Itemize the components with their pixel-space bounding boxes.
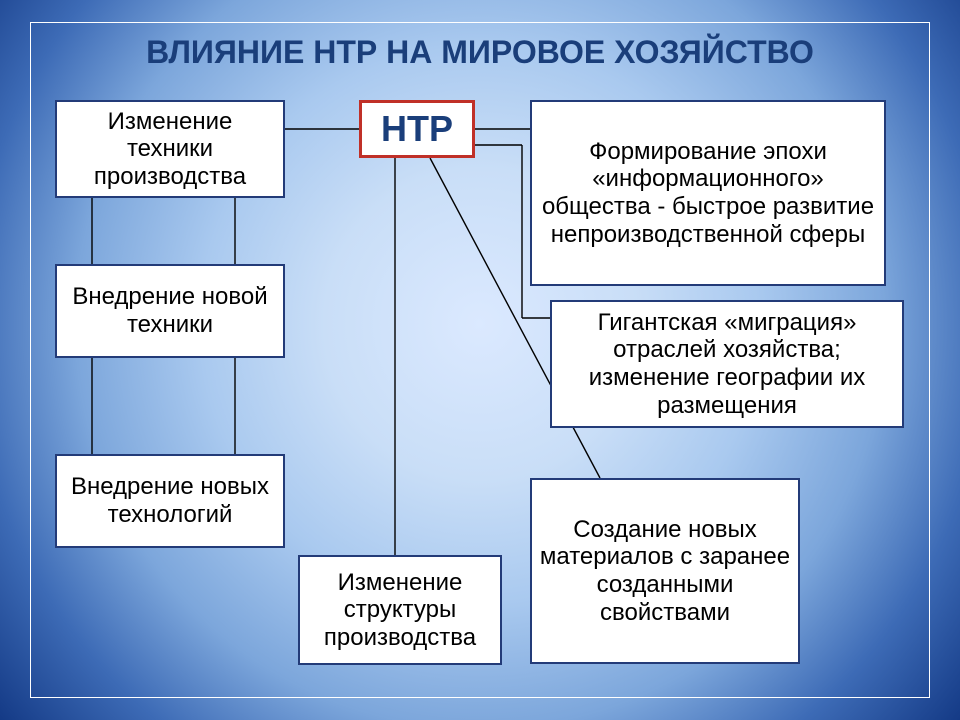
node-migration-label: Гигантская «миграция» отраслей хозяйства… xyxy=(552,305,902,423)
node-ntr-label: НТР xyxy=(375,104,459,153)
node-info-society-label: Формирование эпохи «информационного» общ… xyxy=(532,134,884,252)
node-migration: Гигантская «миграция» отраслей хозяйства… xyxy=(550,300,904,428)
node-change-structure-label: Изменение структуры производства xyxy=(300,565,500,656)
node-new-equipment: Внедрение новой техники xyxy=(55,264,285,358)
node-ntr: НТР xyxy=(359,100,475,158)
node-new-materials-label: Создание новых материалов с заранее созд… xyxy=(532,512,798,630)
node-change-tech: Изменение техники производства xyxy=(55,100,285,198)
node-info-society: Формирование эпохи «информационного» общ… xyxy=(530,100,886,286)
node-new-materials: Создание новых материалов с заранее созд… xyxy=(530,478,800,664)
node-change-structure: Изменение структуры производства xyxy=(298,555,502,665)
slide-title: ВЛИЯНИЕ НТР НА МИРОВОЕ ХОЗЯЙСТВО xyxy=(60,34,900,71)
node-new-technologies: Внедрение новых технологий xyxy=(55,454,285,548)
slide-title-text: ВЛИЯНИЕ НТР НА МИРОВОЕ ХОЗЯЙСТВО xyxy=(146,34,814,70)
slide-frame: ВЛИЯНИЕ НТР НА МИРОВОЕ ХОЗЯЙСТВО НТР Изм… xyxy=(0,0,960,720)
node-new-equipment-label: Внедрение новой техники xyxy=(57,279,283,342)
node-change-tech-label: Изменение техники производства xyxy=(57,104,283,195)
node-new-technologies-label: Внедрение новых технологий xyxy=(57,469,283,532)
